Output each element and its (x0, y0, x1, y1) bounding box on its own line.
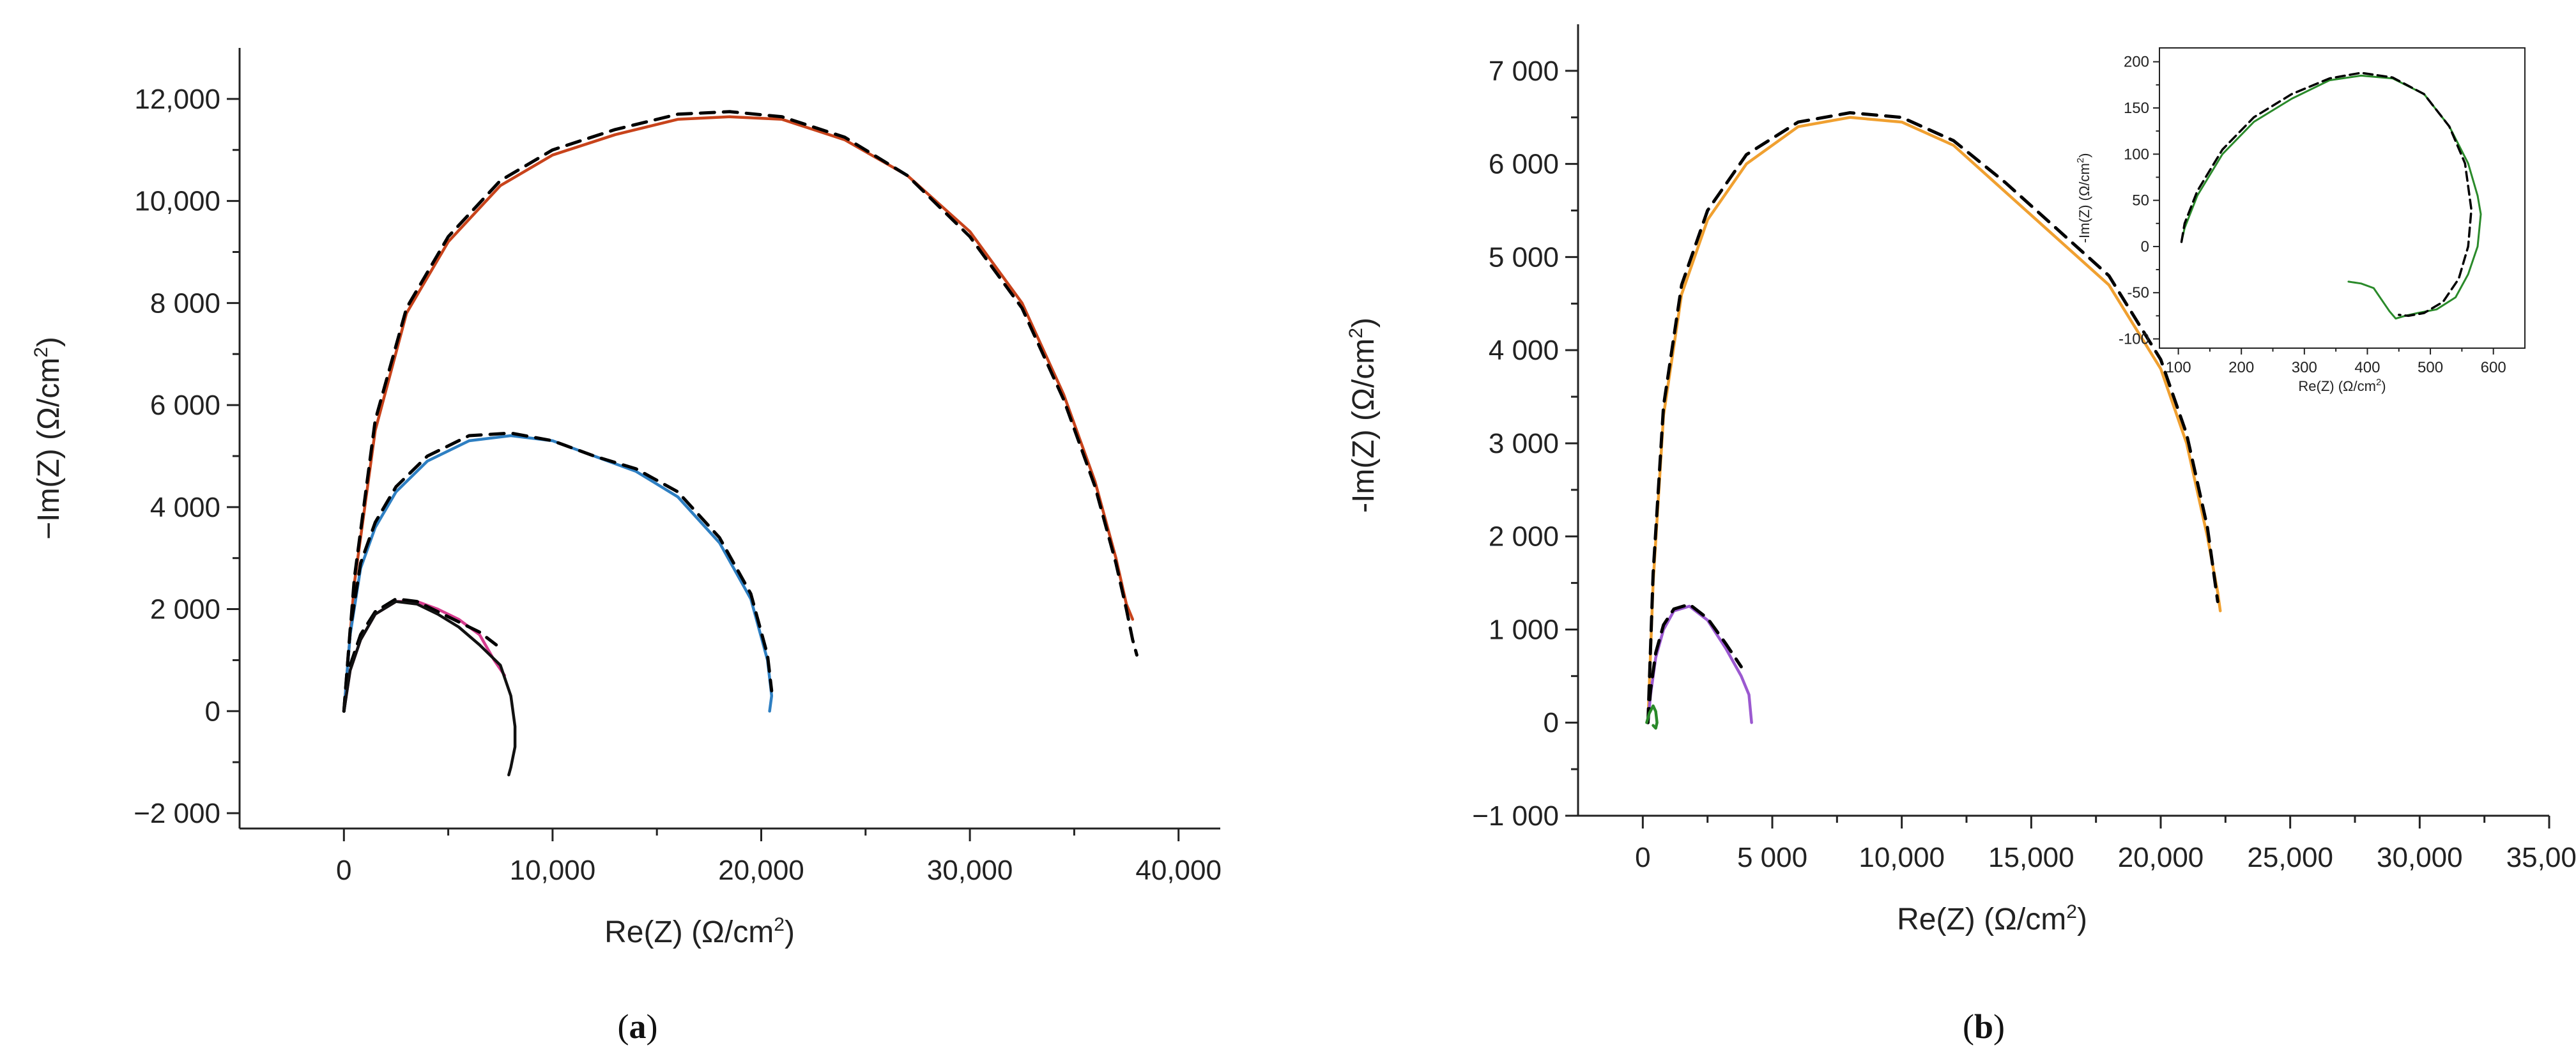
panel-a-x-tick-label: 40,000 (1135, 855, 1222, 886)
inset-x-axis-title: Re(Z) (Ω/cm2) (2298, 377, 2386, 394)
panel-a-x-tick-label: 10,000 (510, 855, 596, 886)
panel-a-y-tick-label: 6 000 (150, 390, 220, 421)
inset-series-inset-fit (2180, 72, 2472, 317)
panel-a-y-axis-title: −Im(Z) (Ω/cm2) (31, 337, 66, 540)
panel-b-label: (b) (1963, 1007, 2005, 1046)
panel-b-y-axis-title: -Im(Z) (Ω/cm2) (1346, 317, 1381, 513)
panel-a-ticks: 0 10,000 20,000 30,000 40,000 −2 000 0 2 000 4 0… (134, 84, 1222, 886)
inset-x-tick-label: 400 (2354, 359, 2380, 376)
inset-ticks: 100 200 300 400 500 600 -100 -50 0 50 100 150 200 (2119, 54, 2506, 376)
inset-y-tick-label: 150 (2124, 100, 2149, 117)
panel-b-x-tick-label: 30,000 (2377, 842, 2463, 873)
panel-a-series-fit-pink (342, 597, 498, 713)
panel-b-series (1645, 111, 2222, 730)
inset-x-tick-label: 300 (2292, 359, 2317, 376)
panel-a-y-tick-label: 8 000 (150, 287, 220, 319)
panel-a-series-measured-pink (342, 600, 507, 713)
panel-b-x-tick-label: 20,000 (2118, 842, 2204, 873)
panel-b-x-tick-label: 15,000 (1988, 842, 2074, 873)
inset-x-tick-label: 200 (2228, 359, 2254, 376)
panel-b-x-tick-label: 25,000 (2247, 842, 2333, 873)
panel-a-x-axis-title: Re(Z) (Ω/cm2) (604, 914, 795, 949)
panel-b-x-tick-label: 35,000 (2506, 842, 2576, 873)
panel-b-y-tick-label: 3 000 (1489, 428, 1559, 459)
inset-y-tick-label: -100 (2119, 331, 2149, 348)
inset-series (2180, 72, 2482, 320)
inset-y-tick-label: 0 (2141, 238, 2149, 256)
inset-frame (2159, 47, 2526, 349)
panel-b-series-measured-green (1645, 704, 1659, 730)
panel-a-y-tick-label: 0 (205, 696, 220, 727)
inset-x-tick-label: 100 (2166, 359, 2191, 376)
panel-b-x-tick-label: 10,000 (1859, 842, 1945, 873)
panel-b: 0 5 000 10,000 15,000 20,000 25,000 30,000 35,0… (1346, 24, 2576, 1046)
panel-b-y-tick-label: 0 (1544, 707, 1559, 738)
panel-a-y-tick-label: −2 000 (134, 798, 220, 829)
panel-a-y-tick-label: 12,000 (134, 84, 220, 115)
panel-b-y-tick-label: 4 000 (1489, 335, 1559, 366)
panel-a-series-measured-red (342, 115, 1135, 713)
panel-b-x-axis-title: Re(Z) (Ω/cm2) (1897, 901, 2087, 936)
inset-y-tick-label: -50 (2127, 284, 2149, 302)
panel-b-x-tick-label: 0 (1635, 842, 1650, 873)
panel-a-series-measured-black (342, 600, 517, 777)
inset-y-tick-label: 50 (2132, 192, 2149, 210)
inset-x-tick-label: 500 (2418, 359, 2443, 376)
panel-a-series-measured-blue (342, 434, 774, 713)
panel-b-y-tick-label: 7 000 (1489, 56, 1559, 87)
inset-y-axis-title: -Im(Z) (Ω/cm2) (2075, 153, 2092, 243)
inset-y-tick-label: 200 (2124, 54, 2149, 71)
inset-x-tick-label: 600 (2481, 359, 2506, 376)
panel-a-x-tick-label: 0 (336, 855, 351, 886)
panel-b-y-tick-label: −1 000 (1472, 800, 1559, 832)
panel-a-y-tick-label: 10,000 (134, 186, 220, 217)
panel-a-y-tick-label: 2 000 (150, 594, 220, 625)
panel-b-y-tick-label: 2 000 (1489, 521, 1559, 553)
panel-b-ticks: 0 5 000 10,000 15,000 20,000 25,000 30,000 35,0… (1472, 56, 2576, 873)
panel-a-label: (a) (618, 1007, 658, 1046)
panel-a-series-fit-red (342, 110, 1138, 713)
panel-b-series-fit-purple (1646, 602, 1743, 724)
inset-series-inset-measured-green (2181, 74, 2482, 320)
panel-a: 0 10,000 20,000 30,000 40,000 −2 000 0 2 000 4 0… (31, 48, 1222, 1046)
panel-b-y-tick-label: 5 000 (1489, 241, 1559, 273)
inset-y-tick-label: 100 (2124, 146, 2149, 163)
panel-a-series (342, 110, 1138, 777)
panel-a-x-tick-label: 30,000 (927, 855, 1013, 886)
panel-b-y-tick-label: 6 000 (1489, 149, 1559, 180)
panel-b-series-measured-orange (1646, 116, 2222, 724)
panel-b-series-fit-orange (1646, 111, 2220, 724)
panel-b-x-tick-label: 5 000 (1737, 842, 1807, 873)
panel-b-y-tick-label: 1 000 (1489, 614, 1559, 645)
panel-a-x-tick-label: 20,000 (718, 855, 804, 886)
panel-b-inset: 100 200 300 400 500 600 -100 -50 0 50 100 150 200 Re… (2075, 47, 2526, 394)
panel-a-y-tick-label: 4 000 (150, 492, 220, 523)
panel-a-series-fit-blue (342, 431, 774, 713)
